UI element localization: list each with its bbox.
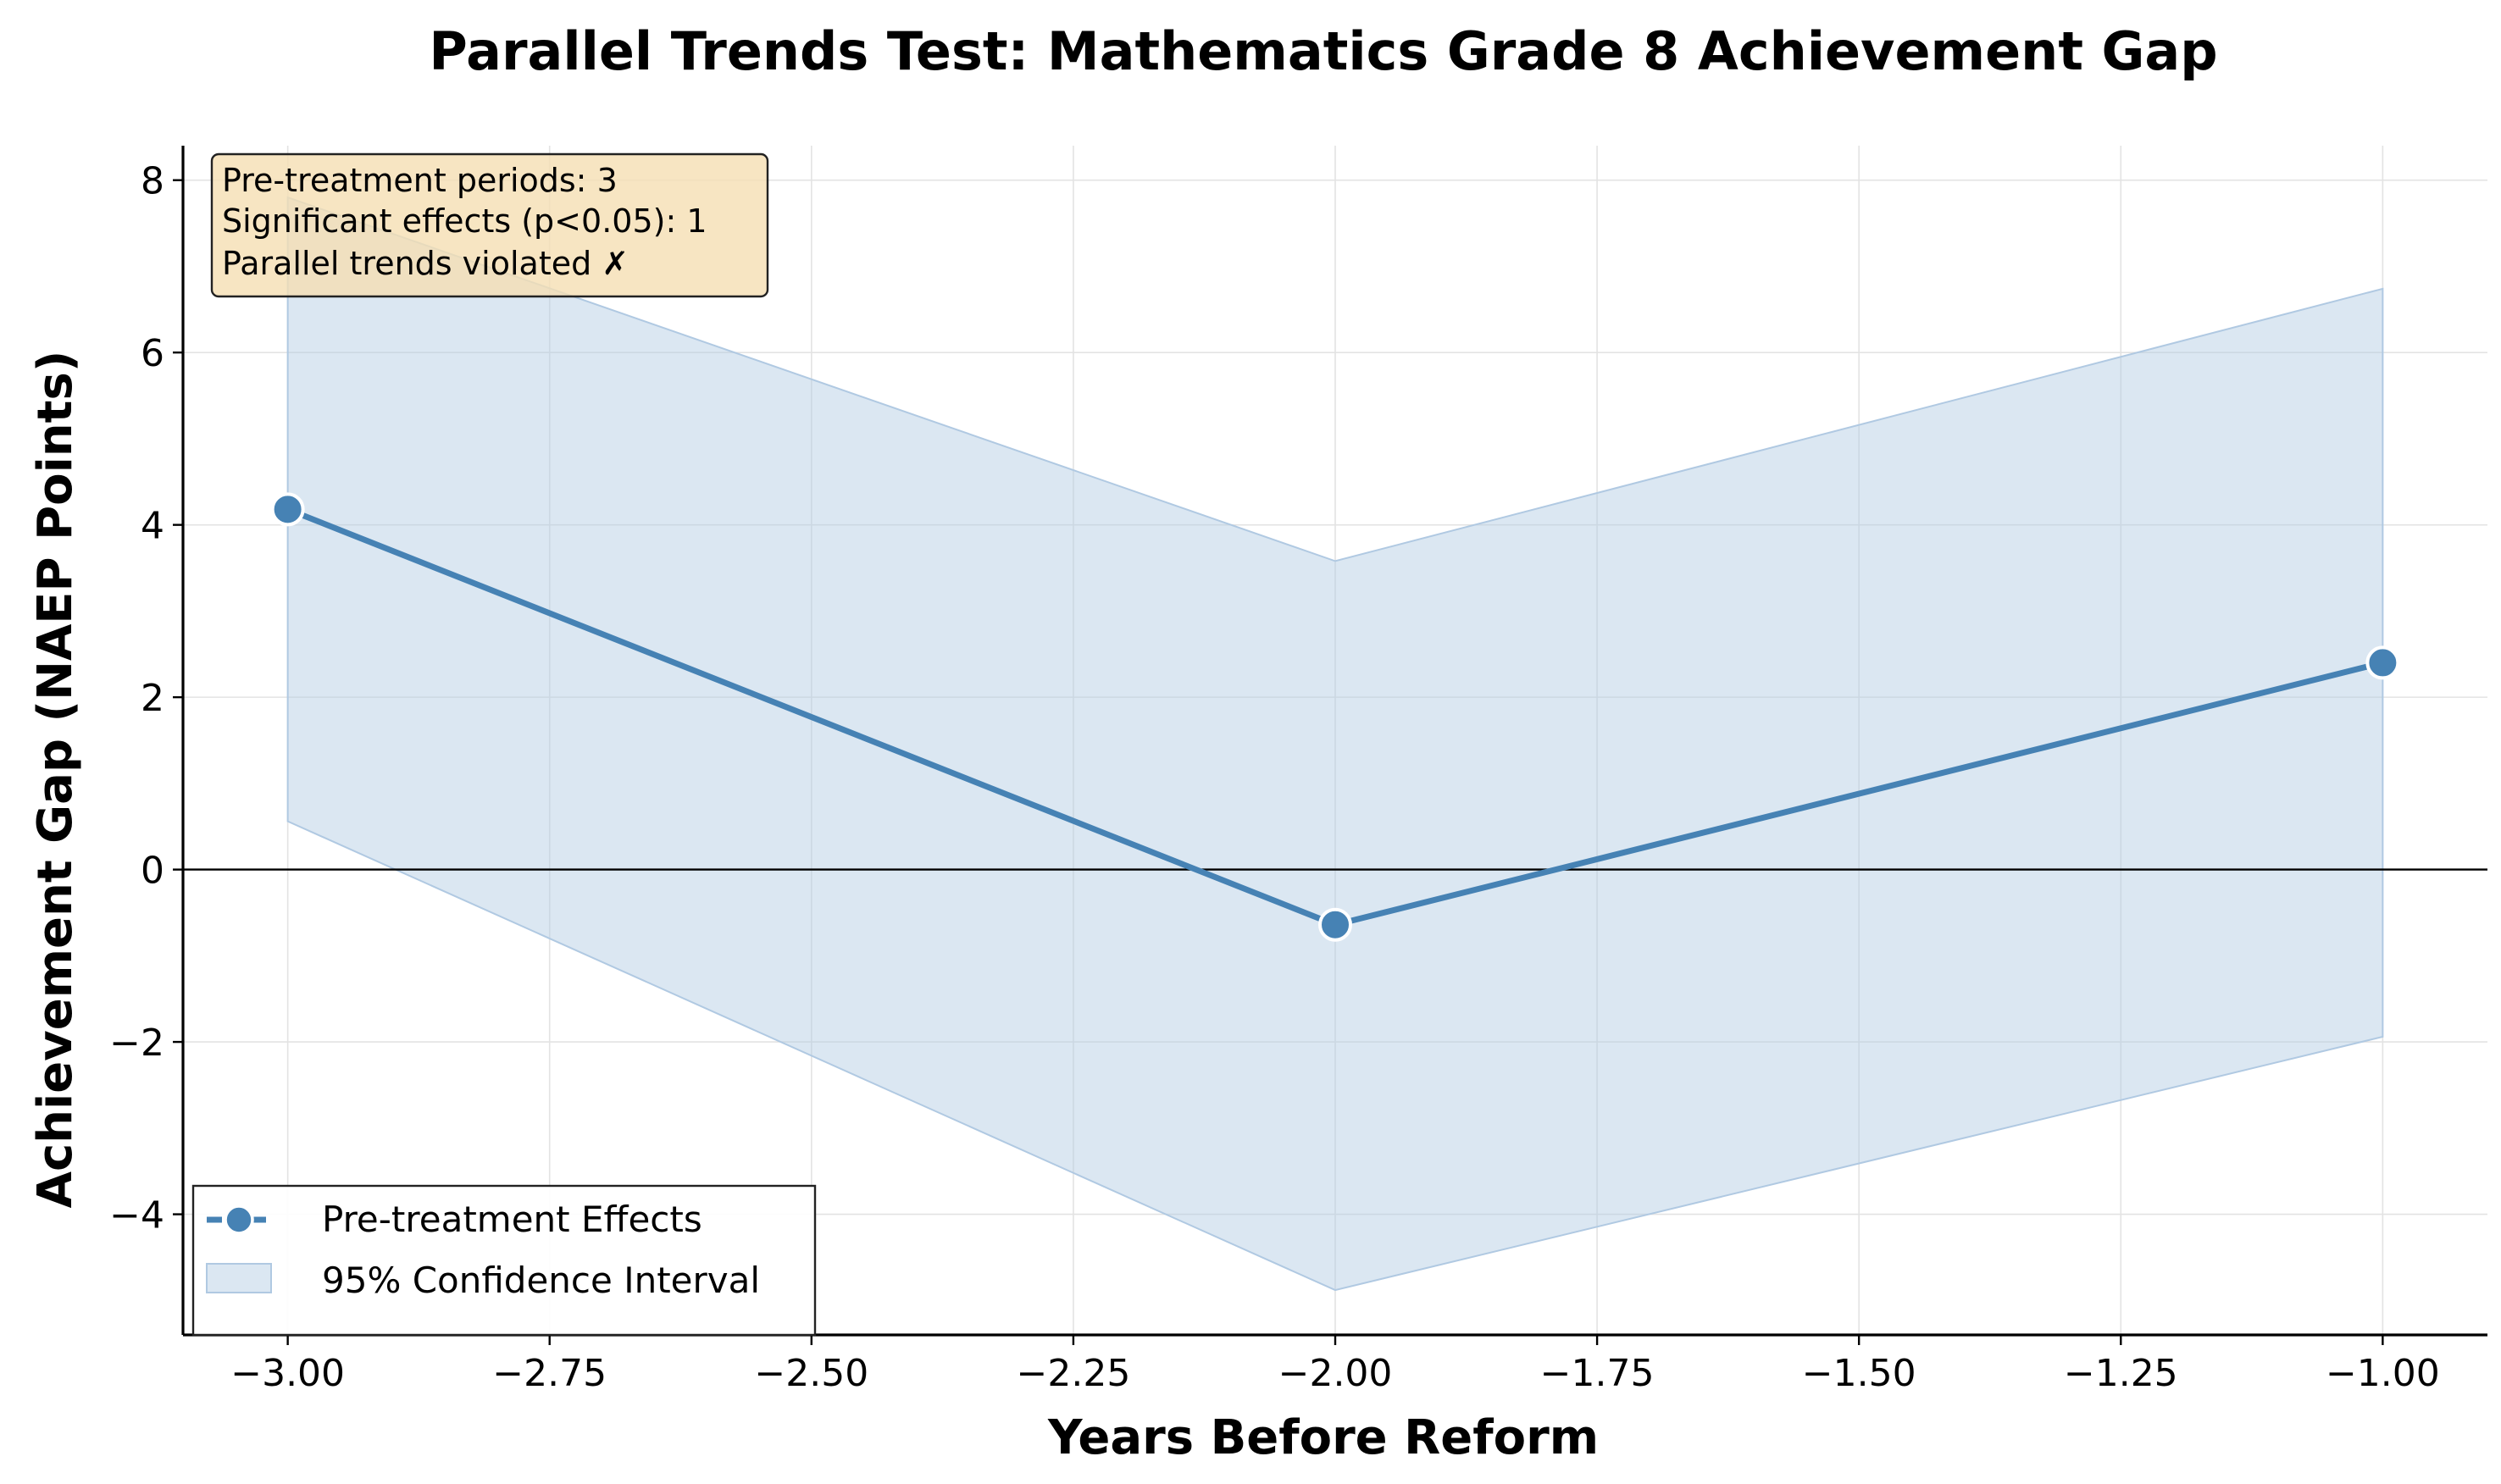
annotation-line-periods: Pre-treatment periods: 3 <box>222 162 618 199</box>
annotation-line-significant: Significant effects (p<0.05): 1 <box>222 202 707 240</box>
confidence-band <box>286 196 2384 1292</box>
x-tick-label: −1.00 <box>2326 1352 2440 1395</box>
x-tick-label: −1.25 <box>2064 1352 2178 1395</box>
x-tick-label: −2.00 <box>1278 1352 1393 1395</box>
x-tick-label: −1.75 <box>1540 1352 1655 1395</box>
legend-marker-swatch <box>224 1204 254 1235</box>
legend-frame <box>191 1184 817 1337</box>
y-ticks: −4 −2 0 2 4 6 8 <box>109 160 183 1238</box>
y-tick-label: −2 <box>109 1022 164 1065</box>
annotation-background <box>210 152 769 298</box>
x-ticks: −3.00 −2.75 −2.50 −2.25 −2.00 −1.75 −1.50 −1.25… <box>230 1335 2440 1395</box>
data-point <box>270 492 305 527</box>
x-tick-label: −1.50 <box>1802 1352 1916 1395</box>
y-tick-label: 4 <box>141 505 164 548</box>
annotation-line-verdict: Parallel trends violated ✗ <box>222 245 629 282</box>
x-tick-label: −3.00 <box>230 1352 345 1395</box>
chart-title: Parallel Trends Test: Mathematics Grade … <box>429 20 2217 82</box>
y-tick-label: −4 <box>109 1194 164 1238</box>
y-tick-label: 8 <box>141 160 164 203</box>
legend-label-series: Pre-treatment Effects <box>322 1199 702 1240</box>
annotation-box: Pre-treatment periods: 3 Significant eff… <box>210 152 769 298</box>
y-axis-label: Achievement Gap (NAEP Points) <box>28 351 83 1209</box>
y-tick-label: 2 <box>141 677 164 720</box>
legend: Pre-treatment Effects 95% Confidence Int… <box>191 1184 817 1337</box>
data-points <box>270 492 2400 942</box>
x-tick-label: −2.25 <box>1016 1352 1130 1395</box>
legend-label-ci: 95% Confidence Interval <box>322 1260 760 1301</box>
x-axis-label: Years Before Reform <box>1047 1410 1599 1465</box>
legend-band-swatch <box>206 1263 272 1293</box>
y-tick-label: 0 <box>141 850 164 893</box>
data-point <box>1318 907 1352 942</box>
y-tick-label: 6 <box>141 332 164 375</box>
data-point <box>2365 645 2400 680</box>
x-tick-label: −2.75 <box>492 1352 607 1395</box>
x-tick-label: −2.50 <box>754 1352 868 1395</box>
